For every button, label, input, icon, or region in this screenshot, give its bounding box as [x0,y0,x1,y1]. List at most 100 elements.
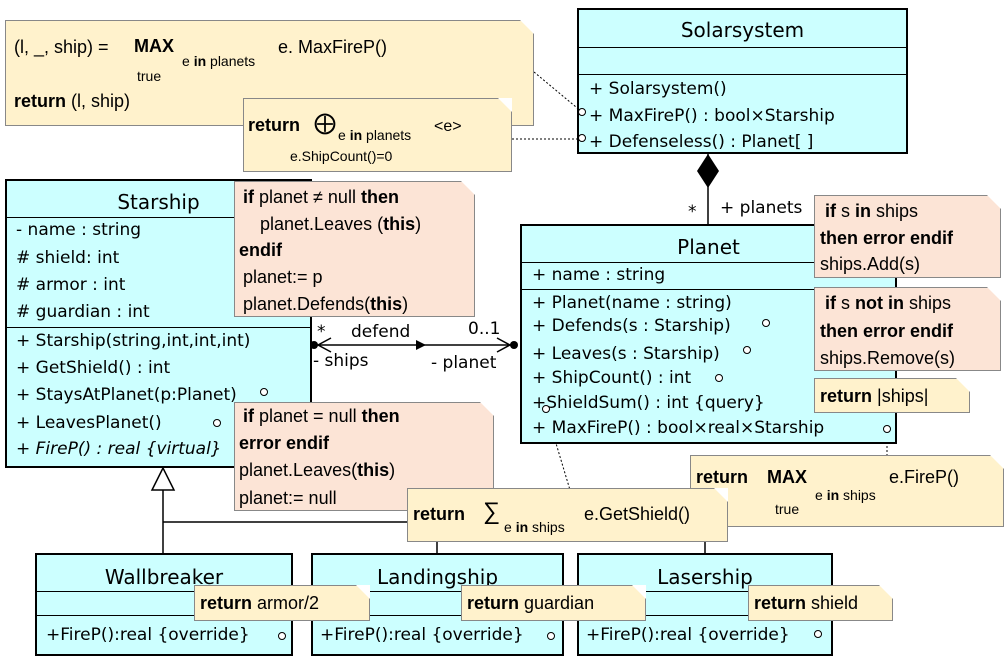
ships-role: - ships [313,351,369,371]
method-row: +ShieldSum() : int {query} [532,393,765,413]
method-row: + MaxFireP() : bool×Starship [589,106,835,126]
planet-multiplicity: 0..1 [468,319,501,339]
note-keyword: in [193,53,207,69]
note-fold [498,98,512,112]
note-operator: ∑ [483,498,501,525]
note-line: then error endif [820,227,953,249]
method-row: + Defends(s : Starship) [532,316,731,336]
note-text: ships.Remove(s) [820,348,956,368]
class-name: Planet [677,235,740,259]
note-text: e.FireP() [889,467,960,487]
inheritance-triangle [150,466,176,491]
note-line: return armor/2 [200,592,319,614]
note-keyword: if [243,187,254,207]
note-fold [987,195,1001,209]
note-anchor [260,388,268,396]
note-line: e in ships [815,484,876,506]
method-row: + Leaves(s : Starship) [532,344,720,364]
note-line: return shield [754,592,858,614]
class-divider [37,615,291,616]
note-line: if planet = null then [243,405,400,427]
note-text: ) [415,214,422,234]
class-divider [579,47,906,48]
note-operator: ⨁ [314,110,336,135]
note-line: e.GetShield() [584,503,690,525]
note-keyword: this [370,294,403,314]
class-name: Lasership [657,565,753,589]
note-keyword: in [349,127,363,143]
attribute-row: # shield: int [16,248,120,268]
note-text: |ships| [872,386,929,406]
note-line: true [137,65,161,87]
note-lasership-firep: return shield [748,585,893,621]
note-text: <e> [434,118,462,135]
note-text: planets [206,53,256,69]
class-divider [579,591,831,592]
note-text: ships [871,201,919,221]
note-text: guardian [519,593,595,613]
note-fold [987,287,1001,301]
note-keyword: then error endif [820,228,954,248]
note-line: ∑ [483,499,500,525]
note-fold [356,585,370,599]
note-keyword: MAX [767,467,807,487]
note-line: <e> [434,116,462,138]
note-line: planet:= null [239,487,337,509]
method-row: +FireP():real {override} [586,625,790,645]
note-line: planet.Leaves (this) [260,213,421,235]
association-end-planet [510,341,518,349]
method-row: + Defenseless() : Planet[ ] [589,132,814,152]
note-text: ships [904,293,952,313]
class-divider [313,615,562,616]
note-text: e [182,53,194,69]
note-text: true [775,501,800,517]
class-divider [522,289,895,290]
note-line: planet.Defends(this) [243,293,408,315]
note-text: (l, _, ship) = [14,37,109,57]
method-row: + StaysAtPlanet(p:Planet) [16,385,237,405]
note-landingship-firep: return guardian [461,585,646,621]
note-line: e. MaxFireP() [278,36,387,58]
note-anchor [762,319,770,327]
note-fold [520,20,534,34]
note-text: planet:= null [239,488,337,508]
note-keyword: if [243,406,254,426]
note-text: ) [389,460,396,480]
note-line: MAX [134,35,174,57]
note-text: ships [839,487,876,503]
method-row: + Planet(name : string) [532,293,732,313]
note-line: planet.Leaves(this) [239,459,395,481]
note-line: if s not in ships [825,292,951,314]
class-name: Starship [117,190,200,214]
note-anchor [542,405,550,413]
note-text: e. MaxFireP() [278,37,388,57]
note-keyword: not in [855,293,904,313]
note-anchor [213,419,221,427]
note-keyword: this [383,214,416,234]
note-keyword: if [825,201,836,221]
note-keyword: this [357,460,390,480]
note-line: return [248,114,300,136]
class-divider [579,74,906,75]
attribute-row: # guardian : int [16,302,150,322]
note-text: ships [528,519,565,535]
note-line: e in ships [504,516,565,538]
note-anchor [715,374,723,382]
attribute-row: - name : string [16,220,142,240]
note-keyword: then [361,406,400,426]
attribute-row: + name : string [532,265,666,285]
method-row: + ShipCount() : int [532,368,692,388]
note-fold [990,455,1004,469]
method-row: + MaxFireP() : bool×real×Starship [532,418,825,438]
note-line: return (l, ship) [14,90,130,112]
note-line: return |ships| [820,385,928,407]
note-text: ) [402,294,409,314]
method-row: +FireP():real {override} [46,625,250,645]
note-keyword: if [825,293,836,313]
note-defenseless: return ⨁ e in planets <e> e.ShipCount()=… [243,98,512,172]
note-line: return guardian [467,592,594,614]
note-keyword: then error endif [820,321,954,341]
note-line: error endif [239,432,329,454]
note-keyword: in [826,487,840,503]
